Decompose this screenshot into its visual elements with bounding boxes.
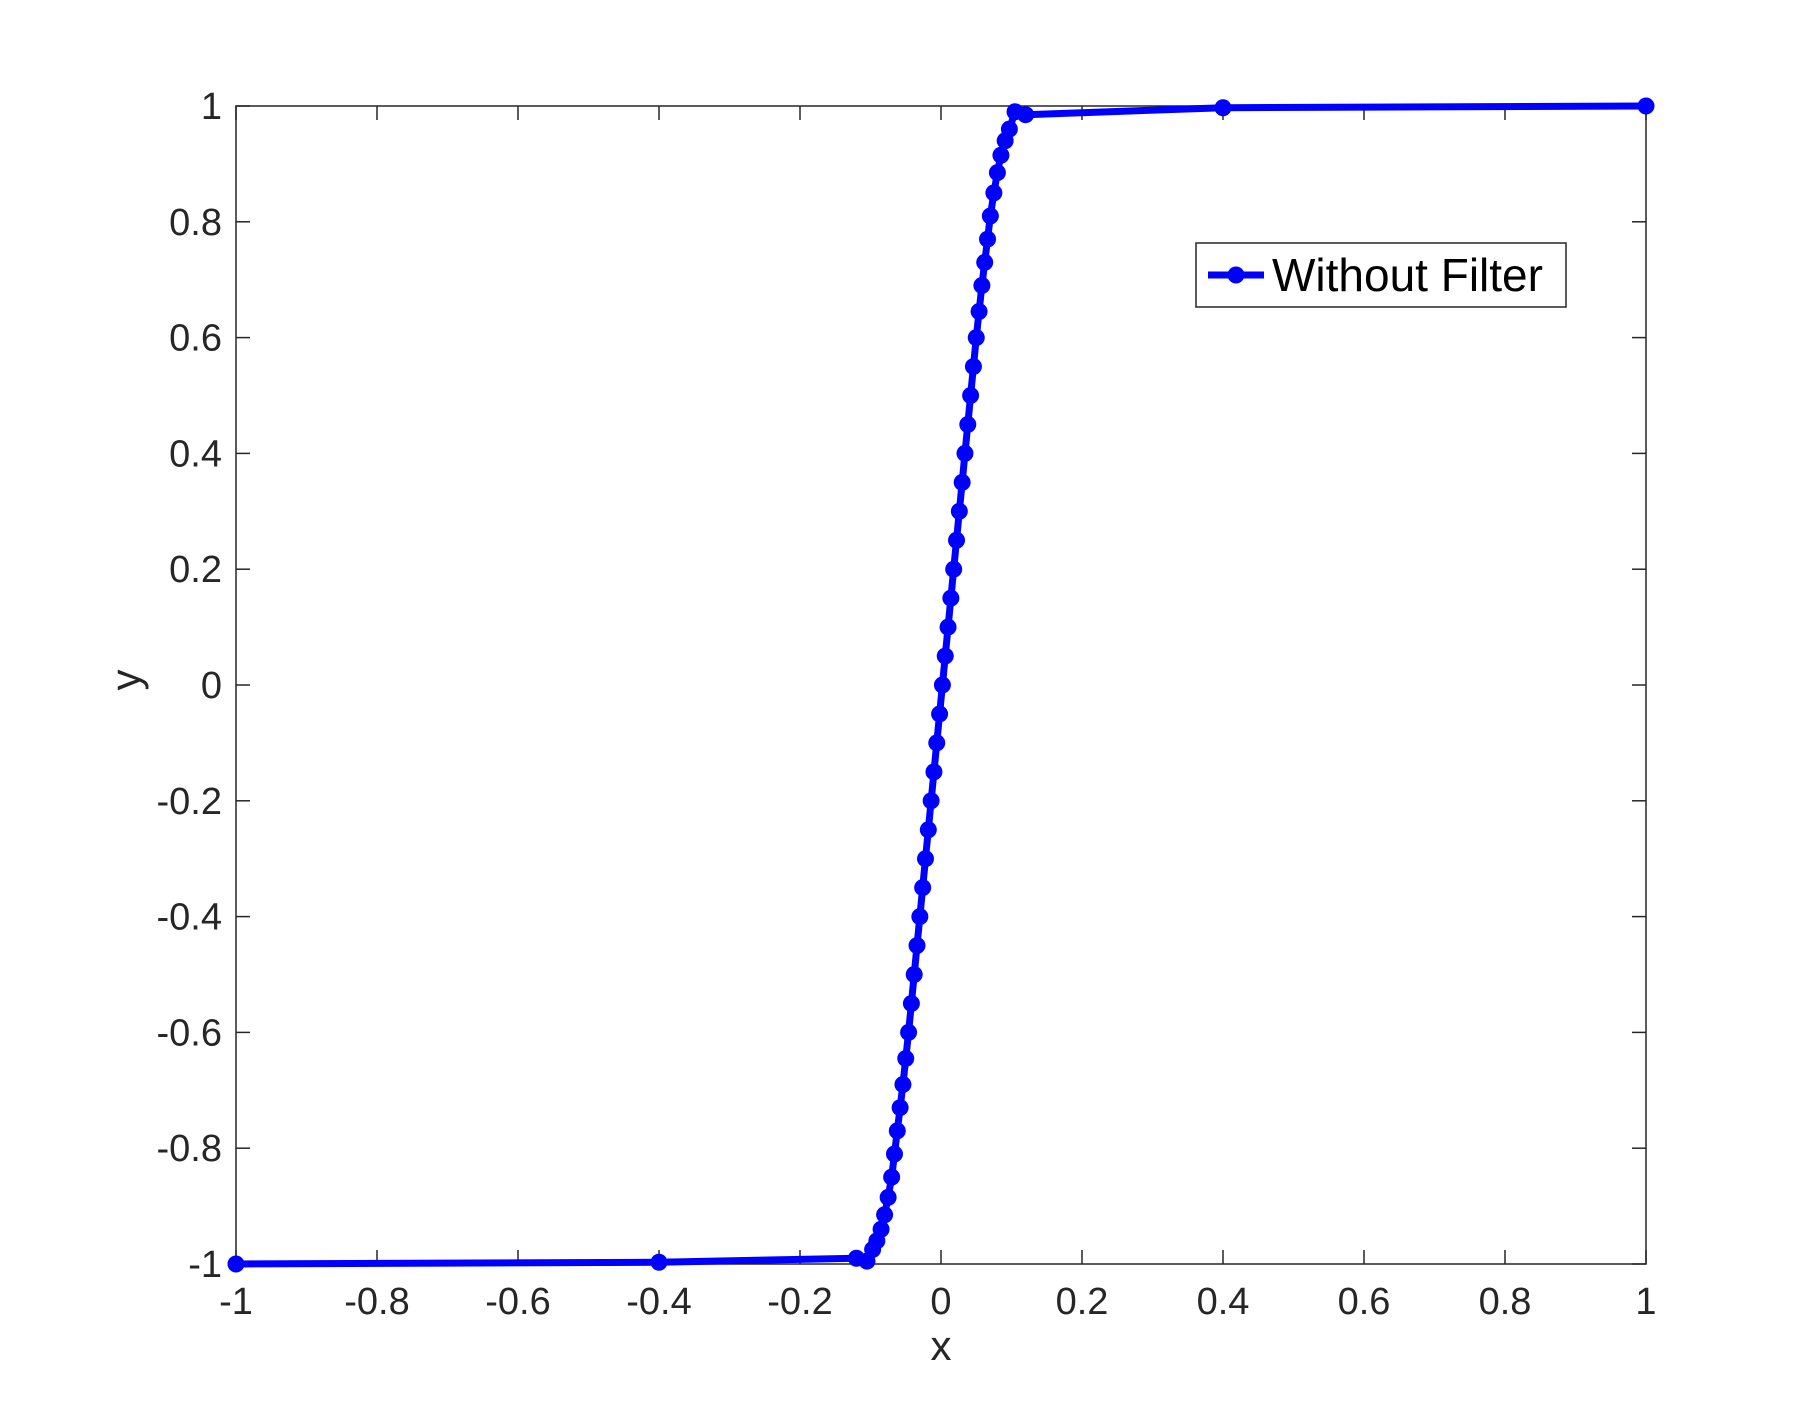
y-tick-label: -1 <box>188 1244 222 1286</box>
data-point <box>959 415 977 433</box>
data-point <box>885 1145 903 1163</box>
legend: Without Filter <box>1195 242 1567 308</box>
y-tick-label: 0.8 <box>169 202 222 244</box>
legend-label: Without Filter <box>1272 249 1543 301</box>
x-tick-label: -0.6 <box>485 1281 550 1323</box>
data-point <box>902 994 920 1012</box>
data-point <box>905 966 923 983</box>
data-point <box>650 1253 668 1271</box>
data-point <box>227 1255 245 1273</box>
data-point <box>879 1188 897 1206</box>
data-point <box>876 1206 894 1224</box>
x-tick-label: 0.8 <box>1479 1281 1532 1323</box>
y-tick-label: -0.8 <box>157 1128 222 1170</box>
x-tick-label: 0.2 <box>1056 1281 1109 1323</box>
y-tick-label: 1 <box>201 86 222 128</box>
data-point <box>908 937 926 955</box>
data-point <box>948 531 966 549</box>
data-point <box>992 146 1010 164</box>
data-point <box>985 184 1003 202</box>
data-point <box>1637 97 1655 115</box>
y-tick-label: 0.6 <box>169 318 222 360</box>
data-point <box>888 1122 906 1140</box>
x-tick-label: -0.8 <box>344 1281 409 1323</box>
x-tick-label: -1 <box>219 1281 253 1323</box>
data-point <box>939 618 957 636</box>
data-point <box>1000 120 1018 138</box>
data-point <box>919 821 937 839</box>
x-tick-label: 0.6 <box>1338 1281 1391 1323</box>
x-tick-label: 0 <box>930 1281 951 1323</box>
data-point <box>970 303 988 321</box>
data-point <box>981 207 999 225</box>
x-tick-label: 0.4 <box>1197 1281 1250 1323</box>
data-point <box>928 734 946 752</box>
data-point <box>979 230 997 248</box>
data-point <box>1017 106 1035 124</box>
y-tick-label: -0.6 <box>157 1012 222 1054</box>
x-tick-label: -0.2 <box>767 1281 832 1323</box>
x-tick-label: -0.4 <box>626 1281 691 1323</box>
y-tick-label: 0.4 <box>169 433 222 475</box>
data-point <box>914 879 932 897</box>
data-point <box>925 763 943 781</box>
data-point <box>916 850 934 868</box>
data-series <box>227 97 1655 1273</box>
y-tick-label: 0.2 <box>169 549 222 591</box>
data-point <box>973 276 991 294</box>
data-point <box>956 444 974 462</box>
data-point <box>945 560 963 578</box>
data-point <box>933 676 951 694</box>
data-point <box>900 1023 918 1041</box>
axes: -1 -0.8 -0.6 -0.4 -0.2 0 0.2 0.4 0.6 0.8 1 -1 -0.8 -0… <box>157 86 1657 1323</box>
data-point <box>922 792 940 810</box>
data-point <box>931 705 949 723</box>
data-point <box>964 358 982 376</box>
x-axis-label: x <box>931 1322 952 1369</box>
data-point <box>988 164 1006 182</box>
data-point <box>942 589 960 607</box>
data-point <box>936 647 954 665</box>
y-tick-label: 0 <box>201 665 222 707</box>
x-tick-label: 1 <box>1635 1281 1656 1323</box>
data-point <box>1214 99 1232 117</box>
data-point <box>891 1099 909 1117</box>
data-point <box>883 1168 901 1186</box>
data-point <box>950 502 968 520</box>
data-point <box>872 1220 890 1238</box>
y-tick-label: -0.4 <box>157 897 222 939</box>
legend-marker-icon <box>1227 266 1245 284</box>
data-point <box>897 1049 915 1067</box>
y-tick-label: -0.2 <box>157 781 222 823</box>
data-point <box>967 329 985 347</box>
data-point <box>911 908 929 926</box>
data-point <box>953 473 971 491</box>
data-point <box>894 1076 912 1094</box>
y-axis-label: y <box>102 670 149 691</box>
data-point <box>976 253 994 271</box>
data-point <box>962 387 980 404</box>
